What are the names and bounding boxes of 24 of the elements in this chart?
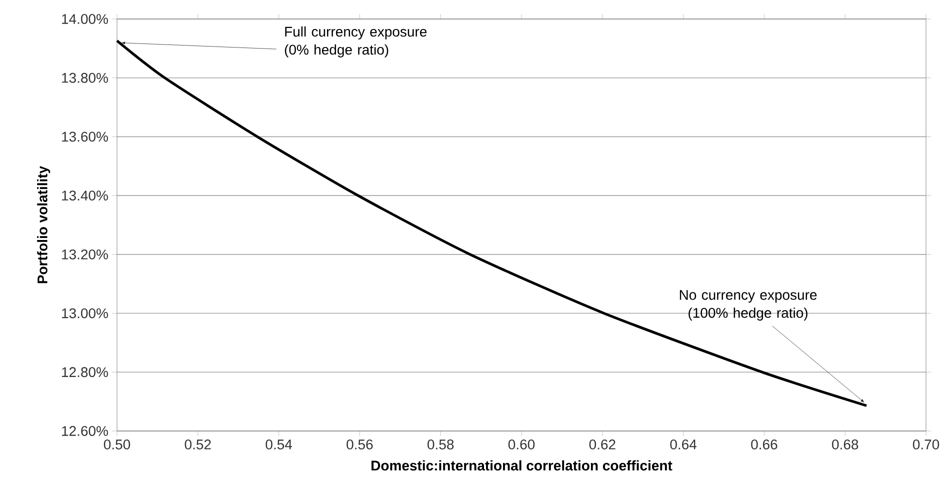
- y-axis-title: Portfolio volatility: [37, 166, 50, 284]
- x-tick-label: 0.54: [266, 440, 292, 450]
- y-tick-label: 13.80%: [62, 72, 108, 83]
- x-tick-label: 0.58: [428, 440, 454, 450]
- x-tick-label: 0.60: [508, 440, 535, 450]
- y-tick-label: 12.80%: [62, 367, 108, 378]
- x-tick-label: 0.66: [751, 440, 778, 450]
- x-tick-label: 0.64: [670, 440, 697, 450]
- x-tick-label: 0.62: [589, 440, 616, 450]
- annotation: No currency exposure (100% hedge ratio): [680, 290, 817, 321]
- y-tick-label: 12.60%: [62, 426, 108, 436]
- x-tick-label: 0.52: [184, 440, 211, 450]
- y-tick-label: 13.60%: [62, 132, 108, 142]
- y-tick-label: 13.00%: [62, 308, 108, 318]
- x-tick-label: 0.56: [346, 440, 373, 450]
- x-tick-label: 0.70: [912, 440, 940, 450]
- x-tick-label: 0.68: [832, 440, 858, 450]
- y-tick-label: 14.00%: [62, 14, 108, 24]
- line-series: [116, 39, 868, 407]
- annotation: Full currency exposure (0% hedge ratio): [284, 26, 427, 58]
- y-tick-label: 13.20%: [62, 249, 108, 260]
- y-tick-label: 13.40%: [62, 190, 108, 201]
- x-axis-title: Domestic:international correlation coefficient: [372, 460, 672, 471]
- x-tick-label: 0.50: [104, 440, 130, 450]
